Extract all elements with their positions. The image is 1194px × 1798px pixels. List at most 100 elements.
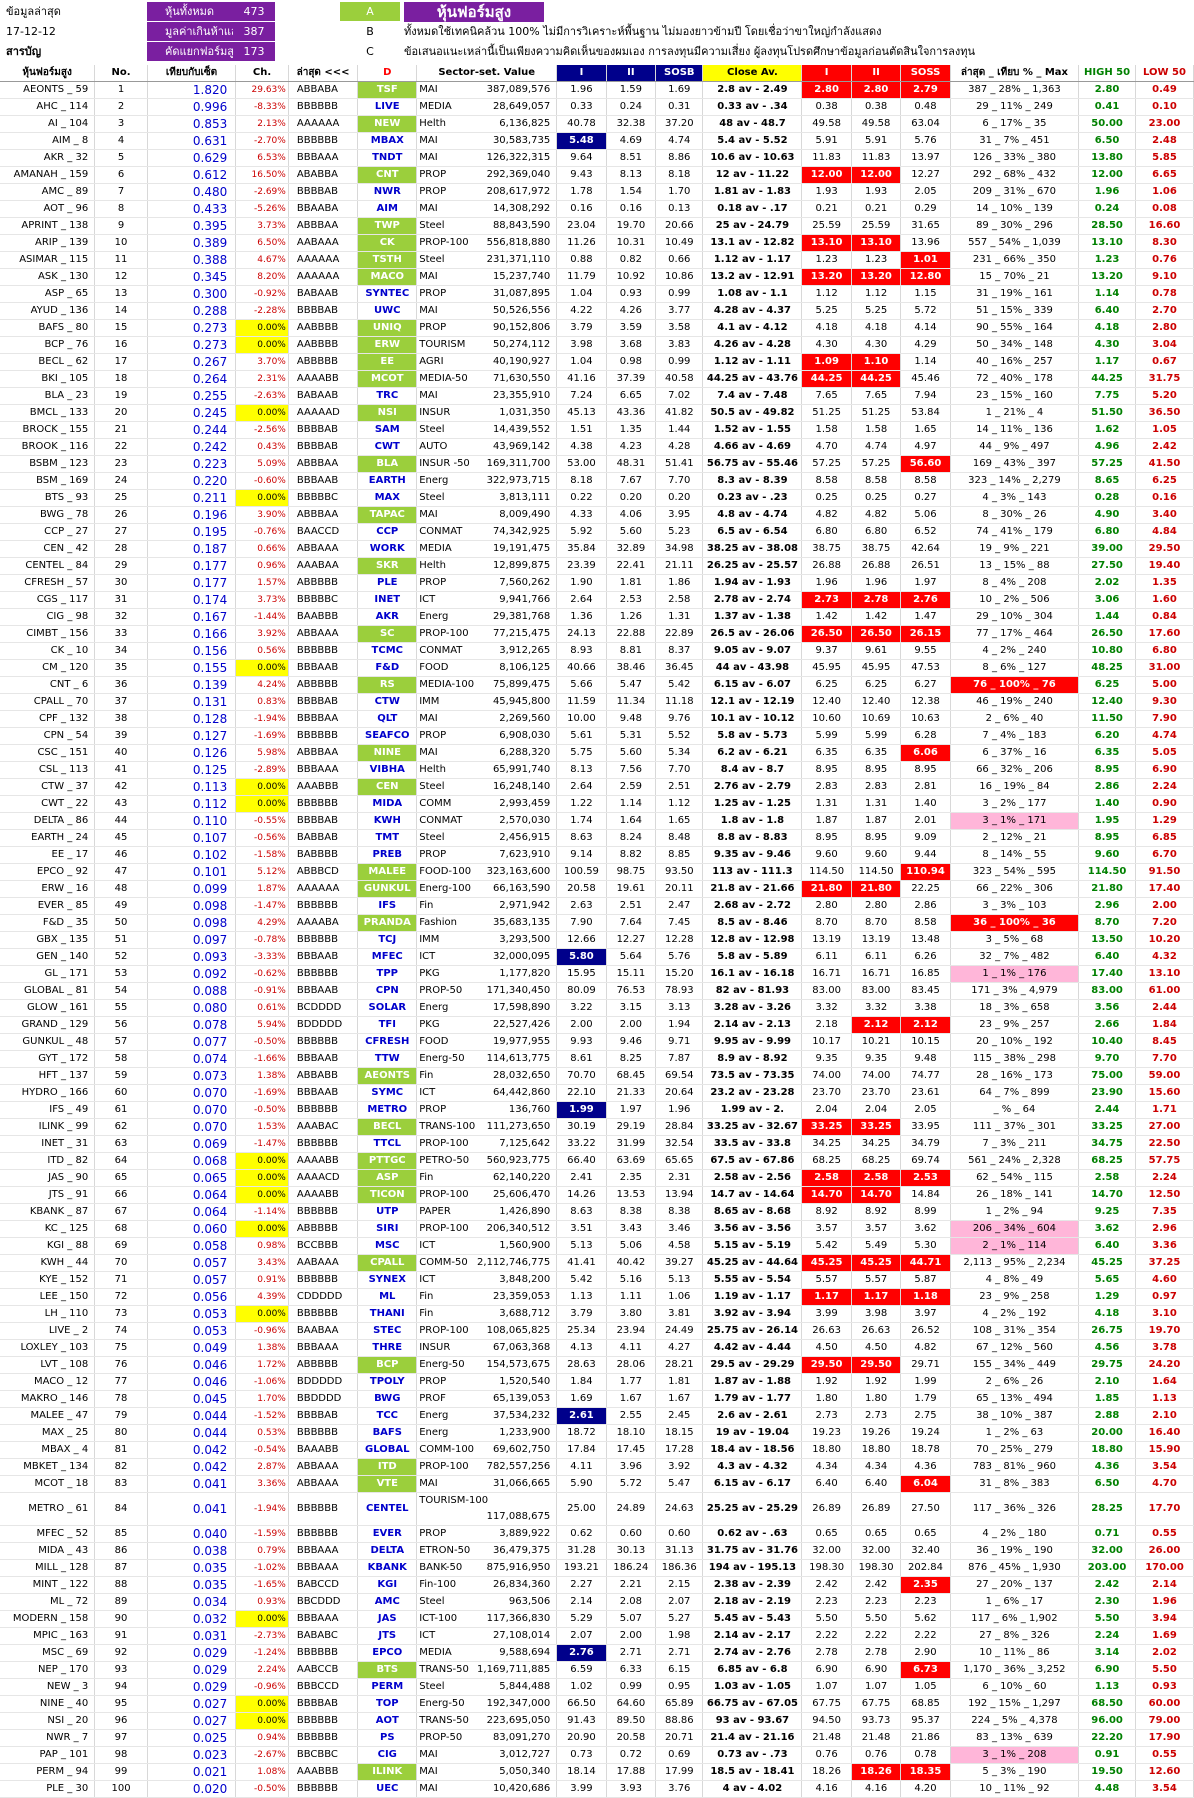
row-ticker[interactable]: SYNTEC	[357, 285, 418, 303]
row-ticker[interactable]: MCOT	[357, 370, 418, 388]
table-row[interactable]: NEW _ 3 94 0.029 -0.96% BBBCCD PERM Steel 5,844…	[0, 1678, 1194, 1696]
row-ticker[interactable]: MSC	[357, 1237, 418, 1255]
table-row[interactable]: EPCO _ 92 47 0.101 5.12% ABBBCD MALEE FOOD-100…	[0, 863, 1194, 881]
row-ticker[interactable]: EARTH	[357, 472, 418, 490]
row-ticker[interactable]: UTP	[357, 1203, 418, 1221]
row-ticker[interactable]: ILINK	[357, 1763, 418, 1781]
table-row[interactable]: AMANAH _ 159 6 0.612 16.50% ABABBA CNT PROP 292…	[0, 166, 1194, 184]
row-name[interactable]: ML _ 72	[0, 1593, 96, 1611]
row-name[interactable]: GBX _ 135	[0, 931, 96, 949]
row-ticker[interactable]: RS	[357, 676, 418, 694]
row-ticker[interactable]: MFEC	[357, 948, 418, 966]
level-c[interactable]: C	[366, 45, 374, 58]
row-name[interactable]: EVER _ 85	[0, 897, 96, 915]
table-row[interactable]: AIM _ 8 4 0.631 -2.70% BBBBBB MBAX MAI 30,583,7…	[0, 132, 1194, 150]
row-name[interactable]: MAX _ 25	[0, 1424, 96, 1442]
table-row[interactable]: MIDA _ 43 86 0.038 0.79% BBBAAA DELTA ETRON-50…	[0, 1542, 1194, 1560]
table-row[interactable]: CENTEL _ 84 29 0.177 0.96% AAABAA SKR Helth 12,…	[0, 557, 1194, 575]
table-row[interactable]: ASK _ 130 12 0.345 8.20% AAAAAA MACO MAI 15,237…	[0, 268, 1194, 286]
row-ticker[interactable]: NINE	[357, 744, 418, 762]
row-ticker[interactable]: TICON	[357, 1186, 418, 1204]
row-name[interactable]: ITD _ 82	[0, 1152, 96, 1170]
row-ticker[interactable]: SAM	[357, 421, 418, 439]
table-row[interactable]: GUNKUL _ 48 57 0.077 -0.50% BBBBBB CFRESH FOOD…	[0, 1033, 1194, 1051]
row-ticker[interactable]: PS	[357, 1729, 418, 1747]
table-row[interactable]: CEN _ 42 28 0.187 0.66% ABBAAA WORK MEDIA 19,19…	[0, 540, 1194, 558]
row-ticker[interactable]: TRC	[357, 387, 418, 405]
col-header-r2[interactable]: II	[851, 65, 902, 82]
table-row[interactable]: INET _ 31 63 0.069 -1.47% BBBBBB TTCL PROP-100…	[0, 1135, 1194, 1153]
table-row[interactable]: PLE _ 30 100 0.020 -0.50% BBBBBB UEC MAI 10,420…	[0, 1780, 1194, 1798]
table-row[interactable]: F&D _ 35 50 0.098 4.29% AAAABA PRANDA Fashion 3…	[0, 914, 1194, 932]
row-name[interactable]: LH _ 110	[0, 1305, 96, 1323]
row-name[interactable]: CK _ 10	[0, 642, 96, 660]
row-name[interactable]: AKR _ 32	[0, 149, 96, 167]
row-ticker[interactable]: AMC	[357, 1593, 418, 1611]
row-name[interactable]: CEN _ 42	[0, 540, 96, 558]
table-row[interactable]: ARIP _ 139 10 0.389 6.50% AABAAA CK PROP-100 55…	[0, 234, 1194, 252]
table-row[interactable]: BSBM _ 123 23 0.223 5.09% ABBBAA BLA INSUR -50…	[0, 455, 1194, 473]
table-row[interactable]: PAP _ 101 98 0.023 -2.67% BBCBBC CIG MAI 3,012,…	[0, 1746, 1194, 1764]
row-name[interactable]: NSI _ 20	[0, 1712, 96, 1730]
row-name[interactable]: IFS _ 49	[0, 1101, 96, 1119]
table-row[interactable]: BKI _ 105 18 0.264 2.31% AAAABB MCOT MEDIA-50 7…	[0, 370, 1194, 388]
row-ticker[interactable]: SOLAR	[357, 999, 418, 1017]
row-ticker[interactable]: CTW	[357, 693, 418, 711]
row-name[interactable]: CIMBT _ 156	[0, 625, 96, 643]
table-row[interactable]: BMCL _ 133 20 0.245 0.00% AAAAAD NSI INSUR 1,03…	[0, 404, 1194, 422]
table-row[interactable]: AMC _ 89 7 0.480 -2.69% BBBBAB NWR PROP 208,617…	[0, 183, 1194, 201]
table-row[interactable]: CFRESH _ 57 30 0.177 1.57% ABBBBB PLE PROP 7,56…	[0, 574, 1194, 592]
row-ticker[interactable]: CPN	[357, 982, 418, 1000]
row-ticker[interactable]: METRO	[357, 1101, 418, 1119]
table-row[interactable]: LEE _ 150 72 0.056 4.39% CDDDDD ML Fin 23,359,0…	[0, 1288, 1194, 1306]
table-row[interactable]: CIMBT _ 156 33 0.166 3.92% ABBAAA SC PROP-100 7…	[0, 625, 1194, 643]
table-row[interactable]: ILINK _ 99 62 0.070 1.53% AAABAC BECL TRANS-10…	[0, 1118, 1194, 1136]
row-name[interactable]: CWT _ 22	[0, 795, 96, 813]
row-ticker[interactable]: KWH	[357, 812, 418, 830]
row-ticker[interactable]: AOT	[357, 1712, 418, 1730]
index-link[interactable]: สารบัญ	[6, 45, 42, 58]
row-ticker[interactable]: ASP	[357, 1169, 418, 1187]
row-ticker[interactable]: AEONTS	[357, 1067, 418, 1085]
row-ticker[interactable]: PERM	[357, 1678, 418, 1696]
table-row[interactable]: MAX _ 25 80 0.044 0.53% BBBBBB BAFS Energ 1,233…	[0, 1424, 1194, 1442]
row-ticker[interactable]: BAFS	[357, 1424, 418, 1442]
row-name[interactable]: BLA _ 23	[0, 387, 96, 405]
row-name[interactable]: INET _ 31	[0, 1135, 96, 1153]
table-row[interactable]: LOXLEY _ 103 75 0.049 1.38% BBBAAA THRE INSUR 6…	[0, 1339, 1194, 1357]
table-row[interactable]: MAKRO _ 146 78 0.045 1.70% BBDDDD BWG PROF 65,1…	[0, 1390, 1194, 1408]
row-name[interactable]: MACO _ 12	[0, 1373, 96, 1391]
table-row[interactable]: LVT _ 108 76 0.046 1.72% ABBBBB BCP Energ-50 15…	[0, 1356, 1194, 1374]
row-ticker[interactable]: TFI	[357, 1016, 418, 1034]
col-header-soss[interactable]: SOSS	[900, 65, 951, 82]
row-name[interactable]: EE _ 17	[0, 846, 96, 864]
table-row[interactable]: ASIMAR _ 115 11 0.388 4.67% AAAAAA TSTH Steel 2…	[0, 251, 1194, 269]
row-ticker[interactable]: DELTA	[357, 1542, 418, 1560]
row-name[interactable]: KWH _ 44	[0, 1254, 96, 1272]
table-row[interactable]: MALEE _ 47 79 0.044 -1.52% BBBBAB TCC Energ 37,…	[0, 1407, 1194, 1425]
row-name[interactable]: MILL _ 128	[0, 1559, 96, 1577]
row-ticker[interactable]: TCC	[357, 1407, 418, 1425]
table-row[interactable]: MFEC _ 52 85 0.040 -1.59% BBBBBB EVER PROP 3,88…	[0, 1525, 1194, 1543]
row-name[interactable]: GRAND _ 129	[0, 1016, 96, 1034]
row-name[interactable]: PERM _ 94	[0, 1763, 96, 1781]
row-ticker[interactable]: TNDT	[357, 149, 418, 167]
table-row[interactable]: CPALL _ 70 37 0.131 0.83% BBBBAB CTW IMM 45,945…	[0, 693, 1194, 711]
row-name[interactable]: GLOW _ 161	[0, 999, 96, 1017]
table-row[interactable]: MODERN _ 158 90 0.032 0.00% BBBAAA JAS ICT-100…	[0, 1610, 1194, 1628]
table-row[interactable]: ASP _ 65 13 0.300 -0.92% BABAAB SYNTEC PROP 31,…	[0, 285, 1194, 303]
row-name[interactable]: CTW _ 37	[0, 778, 96, 796]
row-ticker[interactable]: ERW	[357, 336, 418, 354]
col-header-ch[interactable]: Ch.	[235, 65, 289, 82]
row-ticker[interactable]: BTS	[357, 1661, 418, 1679]
row-ticker[interactable]: TPOLY	[357, 1373, 418, 1391]
row-ticker[interactable]: BWG	[357, 1390, 418, 1408]
row-name[interactable]: METRO _ 61	[0, 1492, 96, 1526]
col-header-last[interactable]: ล่าสุด <<<	[288, 65, 359, 82]
table-row[interactable]: CWT _ 22 43 0.112 0.00% BBBBBB MIDA COMM 2,993,…	[0, 795, 1194, 813]
col-header-compare[interactable]: เทียบกับเซ็ต	[147, 65, 237, 82]
row-ticker[interactable]: PTTGC	[357, 1152, 418, 1170]
row-ticker[interactable]: TMT	[357, 829, 418, 847]
row-name[interactable]: MBAX _ 4	[0, 1441, 96, 1459]
row-name[interactable]: EARTH _ 24	[0, 829, 96, 847]
